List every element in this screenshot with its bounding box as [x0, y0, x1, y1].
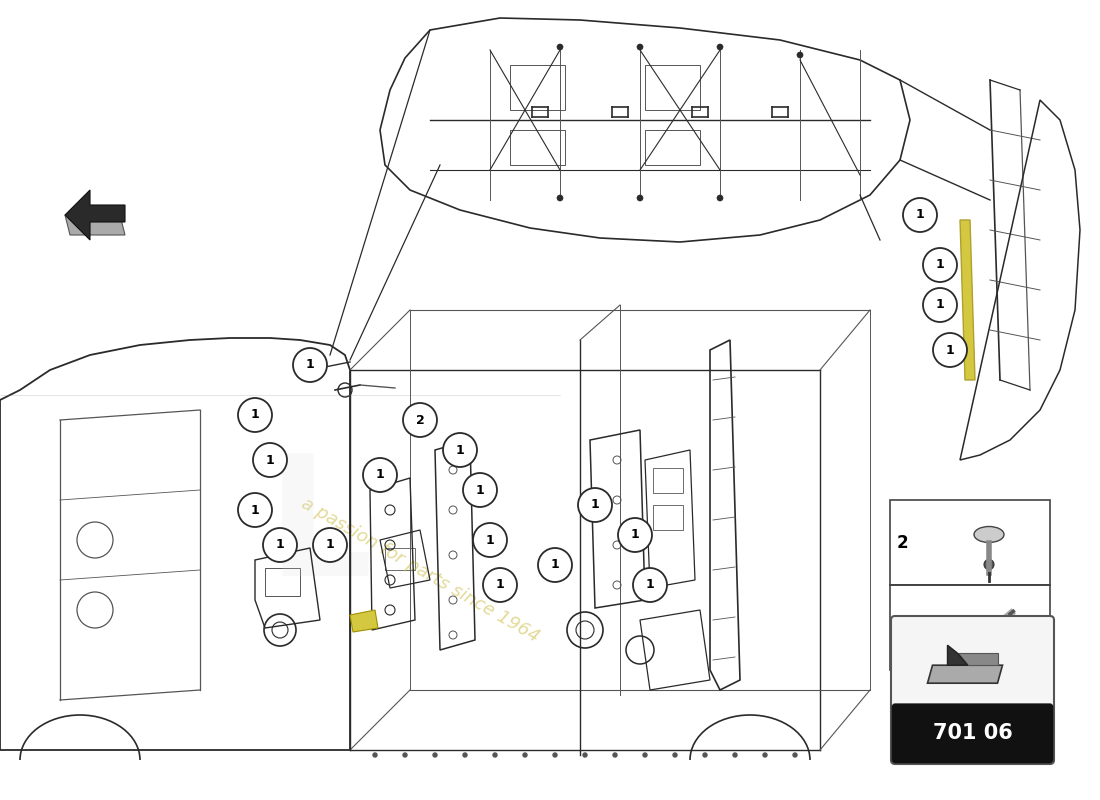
Circle shape: [923, 248, 957, 282]
Circle shape: [238, 493, 272, 527]
Circle shape: [483, 568, 517, 602]
Circle shape: [618, 518, 652, 552]
Bar: [890, 500, 1050, 585]
Polygon shape: [65, 215, 125, 235]
Circle shape: [403, 753, 407, 757]
Text: a passion for parts since 1964: a passion for parts since 1964: [298, 494, 542, 646]
Circle shape: [557, 44, 563, 50]
Text: 1: 1: [375, 469, 384, 482]
Circle shape: [363, 458, 397, 492]
Text: L: L: [267, 449, 373, 611]
Bar: [890, 585, 1050, 670]
Text: 1: 1: [896, 618, 907, 637]
Text: 1: 1: [496, 578, 505, 591]
FancyBboxPatch shape: [891, 616, 1054, 764]
Circle shape: [263, 528, 297, 562]
Bar: [265, 568, 300, 596]
Circle shape: [463, 473, 497, 507]
Text: 701 06: 701 06: [933, 723, 1012, 743]
Text: 1: 1: [326, 538, 334, 551]
Text: 1: 1: [630, 529, 639, 542]
Circle shape: [493, 753, 497, 757]
Circle shape: [403, 403, 437, 437]
Circle shape: [473, 523, 507, 557]
Circle shape: [463, 753, 467, 757]
Text: 1: 1: [485, 534, 494, 546]
Circle shape: [798, 52, 803, 58]
Circle shape: [293, 348, 327, 382]
Circle shape: [578, 488, 612, 522]
Text: 1: 1: [251, 409, 260, 422]
Text: 1: 1: [915, 209, 924, 222]
Circle shape: [314, 528, 346, 562]
Circle shape: [583, 753, 587, 757]
Bar: [510, 65, 565, 110]
Text: 2: 2: [416, 414, 425, 426]
Circle shape: [717, 195, 723, 201]
Text: 1: 1: [936, 258, 945, 271]
Text: 1: 1: [251, 503, 260, 517]
Polygon shape: [947, 645, 968, 666]
Ellipse shape: [974, 526, 1004, 542]
Circle shape: [933, 333, 967, 367]
Circle shape: [763, 753, 767, 757]
Text: 1: 1: [551, 558, 560, 571]
Text: 2: 2: [896, 534, 907, 551]
Text: 1: 1: [475, 483, 484, 497]
Polygon shape: [350, 610, 378, 632]
Circle shape: [443, 433, 477, 467]
Circle shape: [923, 288, 957, 322]
Circle shape: [522, 753, 527, 757]
Bar: [653, 505, 683, 530]
Circle shape: [373, 753, 377, 757]
Polygon shape: [65, 190, 125, 240]
Bar: [645, 130, 700, 165]
Bar: [385, 548, 415, 570]
Circle shape: [984, 559, 994, 570]
Text: 1: 1: [306, 358, 315, 371]
Circle shape: [538, 548, 572, 582]
Circle shape: [613, 753, 617, 757]
Circle shape: [553, 753, 557, 757]
Bar: [653, 468, 683, 493]
Circle shape: [673, 753, 676, 757]
Circle shape: [433, 753, 437, 757]
Circle shape: [978, 623, 998, 643]
Text: 1: 1: [265, 454, 274, 466]
Circle shape: [793, 753, 798, 757]
Polygon shape: [957, 653, 998, 666]
Circle shape: [637, 44, 644, 50]
Circle shape: [557, 195, 563, 201]
Circle shape: [717, 44, 723, 50]
Circle shape: [903, 198, 937, 232]
Circle shape: [637, 195, 644, 201]
Text: 1: 1: [276, 538, 285, 551]
Circle shape: [703, 753, 707, 757]
Bar: [510, 130, 565, 165]
Text: 1: 1: [591, 498, 600, 511]
Circle shape: [733, 753, 737, 757]
Circle shape: [238, 398, 272, 432]
Text: 1: 1: [646, 578, 654, 591]
Circle shape: [644, 753, 647, 757]
Text: 1: 1: [936, 298, 945, 311]
Text: 1: 1: [455, 443, 464, 457]
FancyBboxPatch shape: [892, 704, 1053, 763]
Bar: [645, 65, 700, 110]
Circle shape: [632, 568, 667, 602]
Circle shape: [253, 443, 287, 477]
Text: 1: 1: [946, 343, 955, 357]
Polygon shape: [960, 220, 975, 380]
Polygon shape: [927, 666, 1002, 683]
